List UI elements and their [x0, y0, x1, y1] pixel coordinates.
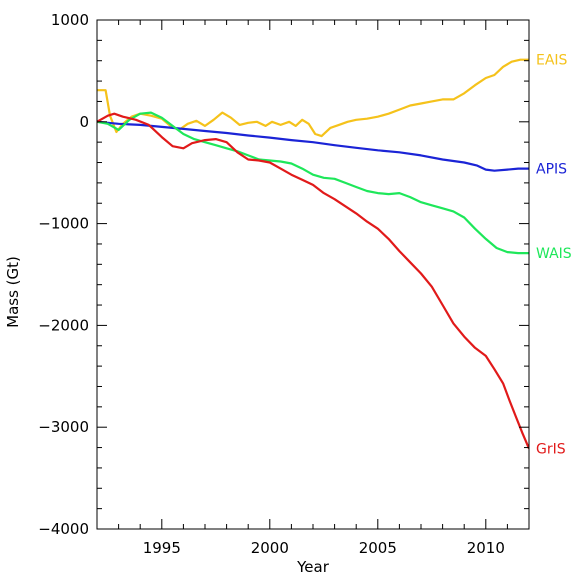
series-label-apis: APIS	[536, 162, 567, 178]
series-label-wais: WAIS	[536, 246, 572, 262]
series-line-gris	[97, 112, 529, 450]
plot-frame	[96, 19, 530, 530]
y-tick-label: 1000	[51, 11, 89, 29]
y-tick-label: −1000	[38, 215, 89, 233]
x-axis-title: Year	[296, 558, 330, 576]
y-tick-label: −3000	[38, 418, 89, 436]
series-line-wais	[97, 111, 529, 255]
x-tick-label: 2010	[467, 539, 505, 557]
tick-labels: EAIS APIS WAIS GrIS 1995 2000 2005 2010 1000 0 −10…	[38, 11, 572, 557]
series-layer	[97, 58, 529, 450]
x-tick-label: 2005	[359, 539, 397, 557]
y-axis-title: Mass (Gt)	[4, 256, 22, 328]
x-tick-label: 2000	[251, 539, 289, 557]
series-line-eais	[97, 58, 529, 138]
series-label-gris: GrIS	[536, 442, 566, 458]
series-label-eais: EAIS	[536, 53, 568, 69]
y-tick-label: −2000	[38, 316, 89, 334]
x-tick-label: 1995	[143, 539, 181, 557]
y-tick-label: 0	[79, 113, 89, 131]
y-tick-label: −4000	[38, 520, 89, 538]
series-line-apis	[97, 120, 529, 172]
plot-border	[96, 19, 530, 530]
tick-marks	[96, 19, 530, 530]
